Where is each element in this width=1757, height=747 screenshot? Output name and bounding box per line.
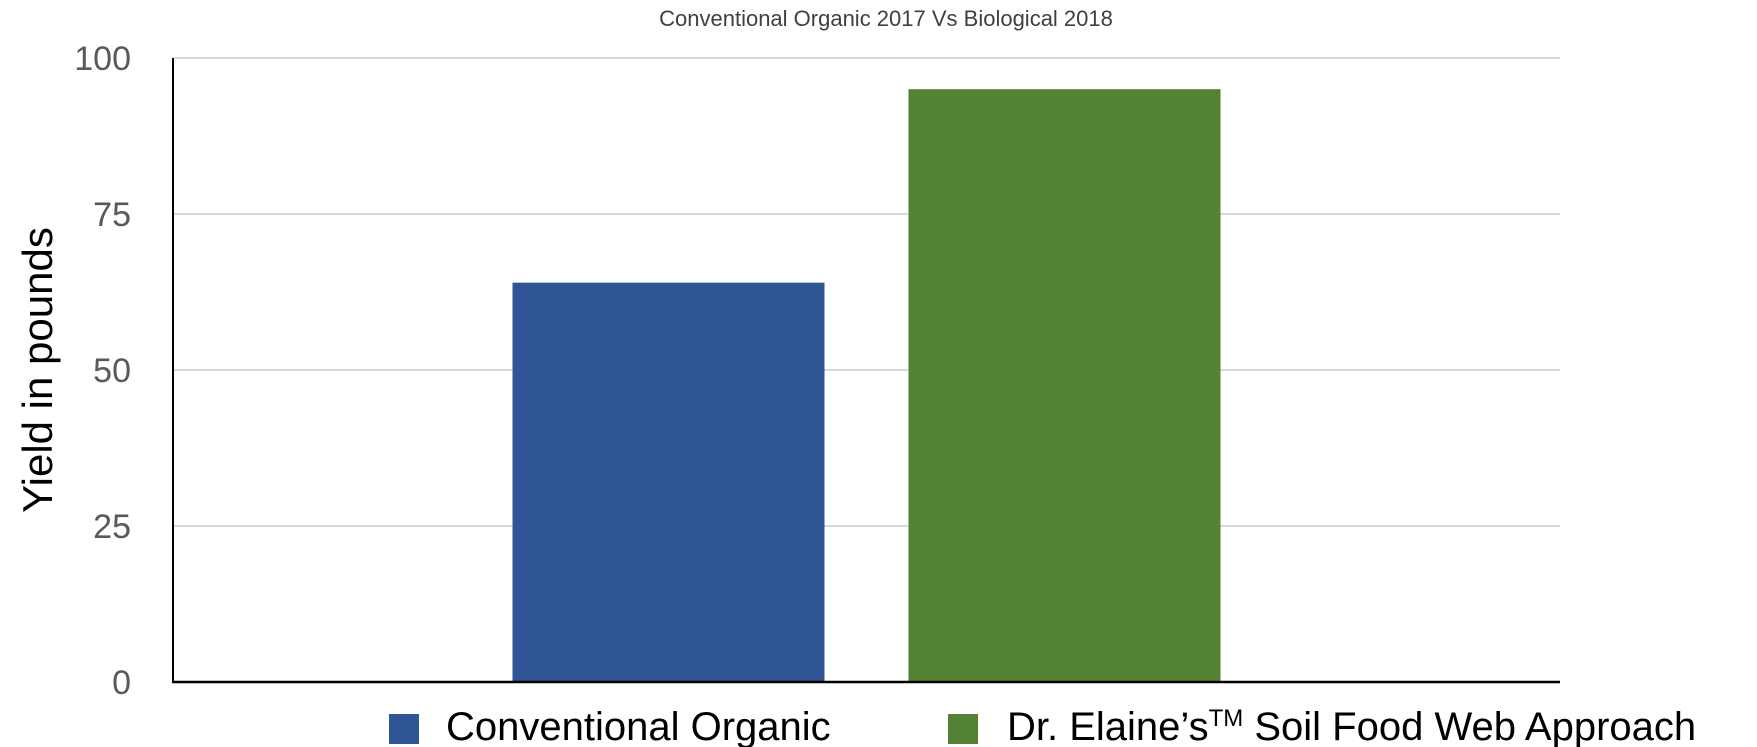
legend-swatch-soil-food-web xyxy=(948,714,978,744)
y-tick-label-0: 0 xyxy=(112,664,131,702)
bar-conventional-organic xyxy=(512,282,825,682)
legend-label-prefix: Dr. Elaine’s xyxy=(1007,705,1209,747)
legend-label-soil-food-web: Dr. Elaine’sTM Soil Food Web Approach xyxy=(1007,705,1696,747)
y-axis-ticks: 0 25 50 75 100 xyxy=(74,40,131,702)
y-axis-title: Yield in pounds xyxy=(14,227,61,513)
gridlines xyxy=(173,57,1560,527)
chart-title: Conventional Organic 2017 Vs Biological … xyxy=(659,6,1113,31)
y-tick-label-50: 50 xyxy=(93,352,131,390)
bar-soil-food-web-approach xyxy=(908,89,1221,682)
legend: Conventional Organic Dr. Elaine’sTM Soil… xyxy=(389,705,1696,747)
legend-swatch-conventional-organic xyxy=(389,714,419,744)
legend-item-soil-food-web: Dr. Elaine’sTM Soil Food Web Approach xyxy=(948,705,1696,747)
legend-label-superscript: TM xyxy=(1209,705,1244,732)
legend-label-conventional-organic: Conventional Organic xyxy=(446,705,831,747)
y-tick-label-100: 100 xyxy=(74,40,131,78)
bars xyxy=(512,89,1221,682)
legend-item-conventional-organic: Conventional Organic xyxy=(389,705,831,747)
legend-label-suffix: Soil Food Web Approach xyxy=(1243,705,1696,747)
y-tick-label-25: 25 xyxy=(93,508,131,546)
y-tick-label-75: 75 xyxy=(93,196,131,234)
